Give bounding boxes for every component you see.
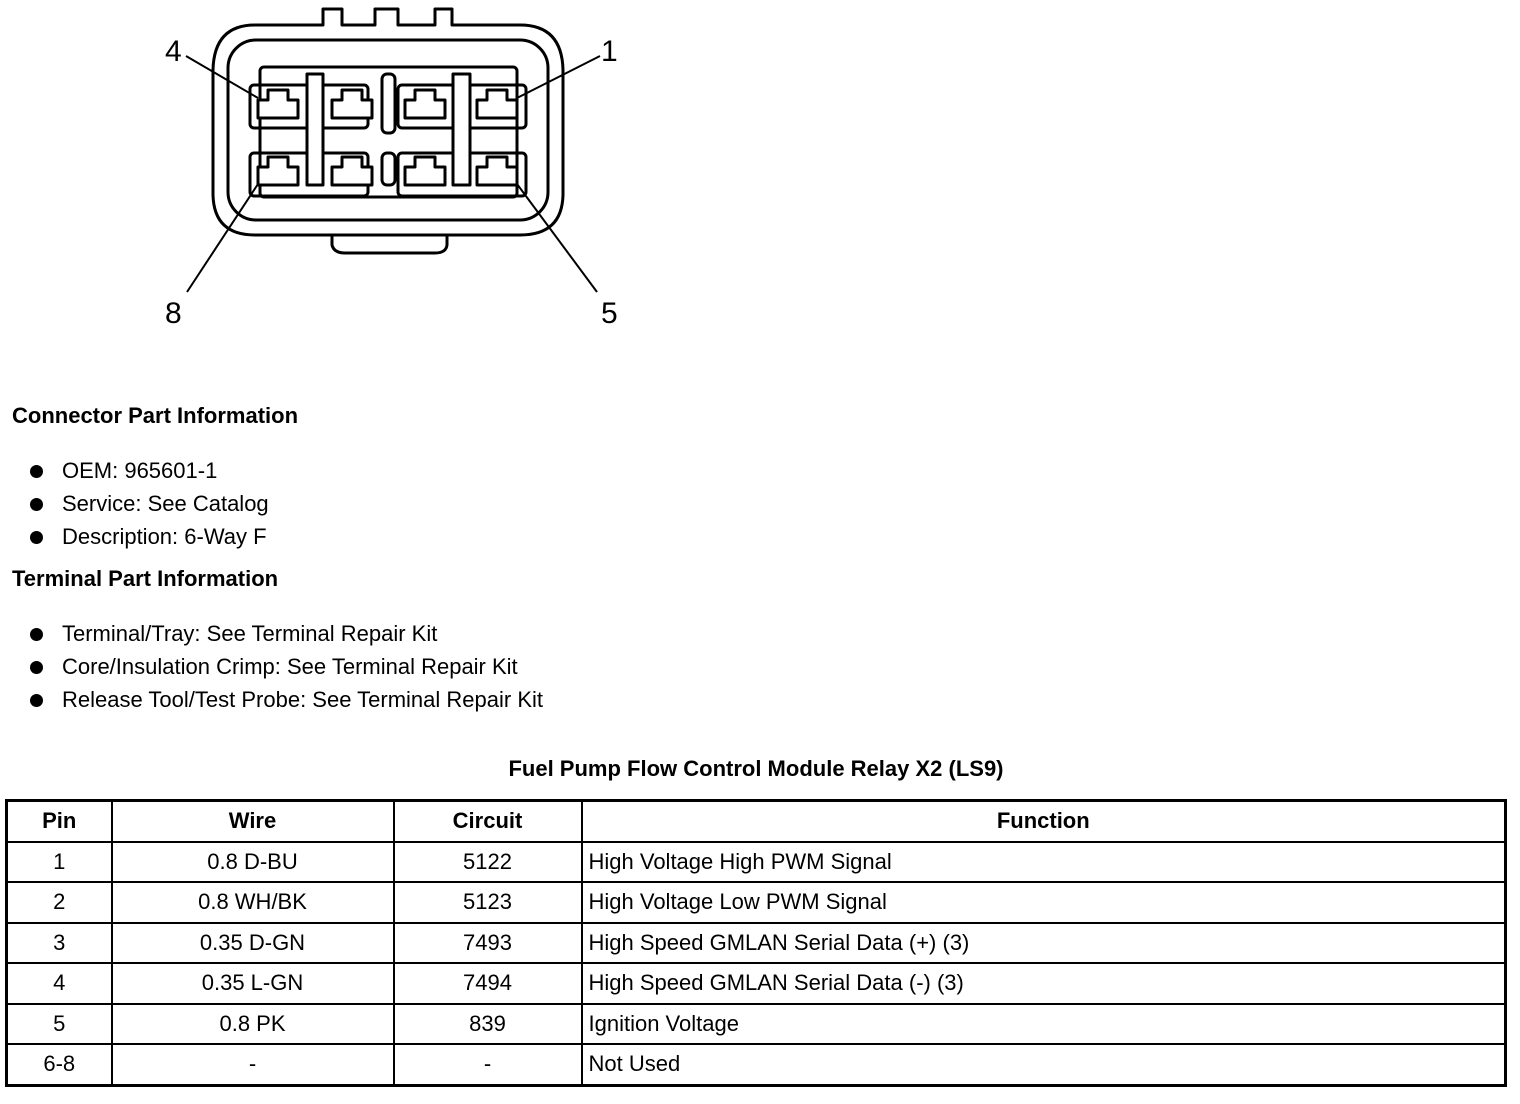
cell-circuit: 7494: [392, 962, 583, 1005]
item-text: OEM: 965601-1: [62, 458, 218, 483]
cell-function: Not Used: [580, 1043, 1507, 1086]
cell-function: Ignition Voltage: [580, 1002, 1507, 1045]
item-text: Core/Insulation Crimp: See Terminal Repa…: [62, 654, 518, 679]
terminal-cavity: [258, 65, 519, 199]
pin-label-4: 4: [165, 35, 182, 68]
table-row: 5 0.8 PK 839 Ignition Voltage: [5, 1002, 1507, 1045]
bullet-icon: [30, 694, 43, 707]
list-item: Description: 6-Way F: [28, 520, 269, 553]
connector-info-list: OEM: 965601-1 Service: See Catalog Descr…: [28, 454, 269, 553]
pinout-table: Pin Wire Circuit Function 1 0.8 D-BU 5122 H…: [5, 799, 1507, 1087]
terminals: [256, 72, 519, 187]
table-title: Fuel Pump Flow Control Module Relay X2 (…: [508, 756, 1004, 781]
pin-label-1: 1: [601, 35, 618, 68]
cell-function: High Voltage High PWM Signal: [580, 840, 1507, 883]
list-item: OEM: 965601-1: [28, 454, 269, 487]
cell-wire: 0.35 D-GN: [110, 921, 395, 964]
item-text: Service: See Catalog: [62, 491, 269, 516]
cell-circuit: 839: [392, 1002, 583, 1045]
table-header-row: Pin Wire Circuit Function: [5, 799, 1507, 843]
cell-pin: 4: [5, 962, 113, 1005]
item-text: Terminal/Tray: See Terminal Repair Kit: [62, 621, 438, 646]
pin-label-5: 5: [601, 297, 618, 330]
header-circuit: Circuit: [392, 799, 583, 843]
table-row: 1 0.8 D-BU 5122 High Voltage High PWM Signa…: [5, 840, 1507, 883]
bullet-icon: [30, 628, 43, 641]
cell-function: High Speed GMLAN Serial Data (+) (3): [580, 921, 1507, 964]
table-row: 4 0.35 L-GN 7494 High Speed GMLAN Serial Da…: [5, 962, 1507, 1005]
connector-face-diagram: 4 1 8 5: [165, 7, 618, 330]
table-row: 6-8- - Not Used: [5, 1043, 1507, 1086]
bullet-icon: [30, 661, 43, 674]
cell-pin: 6-8: [5, 1043, 113, 1086]
cell-pin: 1: [5, 840, 113, 883]
cell-circuit: 7493: [392, 921, 583, 964]
terminal-info-heading: Terminal Part Information: [12, 566, 279, 591]
list-item: Service: See Catalog: [28, 487, 269, 520]
cell-wire: 0.8 D-BU: [110, 840, 395, 883]
cell-circuit: 5123: [392, 881, 583, 924]
bullet-icon: [30, 531, 43, 544]
list-item: Release Tool/Test Probe: See Terminal Re…: [28, 683, 543, 716]
inner-shell: [226, 38, 550, 222]
cell-circuit: -: [392, 1043, 583, 1086]
list-item: Terminal/Tray: See Terminal Repair Kit: [28, 617, 543, 650]
header-wire: Wire: [110, 799, 395, 843]
header-function: Function: [580, 799, 1507, 843]
connector-info-heading: Connector Part Information: [12, 403, 299, 428]
item-text: Release Tool/Test Probe: See Terminal Re…: [62, 687, 543, 712]
cell-pin: 5: [5, 1002, 113, 1045]
cell-pin: 3: [5, 921, 113, 964]
header-pin: Pin: [5, 799, 113, 843]
cell-circuit: 5122: [392, 840, 583, 883]
cell-function: High Voltage Low PWM Signal: [580, 881, 1507, 924]
cell-wire: 0.8 PK: [110, 1002, 395, 1045]
leader-lines: [185, 55, 601, 293]
cell-function: High Speed GMLAN Serial Data (-) (3): [580, 962, 1507, 1005]
cell-wire: -: [110, 1043, 395, 1086]
bottom-latch: [330, 235, 449, 255]
table-row: 2 0.8 WH/BK 5123 High Voltage Low PWM Signa…: [5, 881, 1507, 924]
table-row: 3 0.35 D-GN 7493 High Speed GMLAN Serial Da…: [5, 921, 1507, 964]
cell-pin: 2: [5, 881, 113, 924]
terminal-info-list: Terminal/Tray: See Terminal Repair Kit C…: [28, 617, 543, 716]
pin-label-8: 8: [165, 297, 182, 330]
cell-wire: 0.8 WH/BK: [110, 881, 395, 924]
list-item: Core/Insulation Crimp: See Terminal Repa…: [28, 650, 543, 683]
cell-wire: 0.35 L-GN: [110, 962, 395, 1005]
bullet-icon: [30, 465, 43, 478]
bullet-icon: [30, 498, 43, 511]
item-text: Description: 6-Way F: [62, 524, 267, 549]
